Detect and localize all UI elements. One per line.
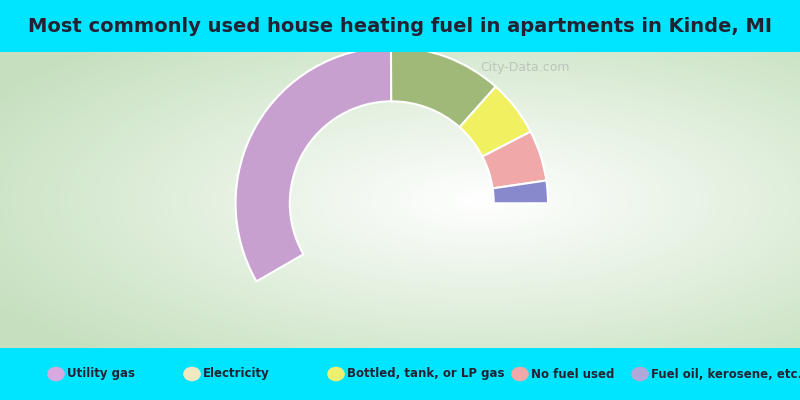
Text: City-Data.com: City-Data.com <box>481 61 570 74</box>
Ellipse shape <box>327 367 345 381</box>
Text: Bottled, tank, or LP gas: Bottled, tank, or LP gas <box>347 368 505 380</box>
Ellipse shape <box>511 367 529 381</box>
Ellipse shape <box>47 367 65 381</box>
Wedge shape <box>235 47 391 282</box>
Ellipse shape <box>631 367 649 381</box>
Text: No fuel used: No fuel used <box>531 368 614 380</box>
Wedge shape <box>391 47 496 127</box>
Text: Most commonly used house heating fuel in apartments in Kinde, MI: Most commonly used house heating fuel in… <box>28 16 772 36</box>
Wedge shape <box>460 87 530 156</box>
Text: Utility gas: Utility gas <box>67 368 135 380</box>
Text: Electricity: Electricity <box>203 368 270 380</box>
Ellipse shape <box>183 367 201 381</box>
Text: Fuel oil, kerosene, etc.: Fuel oil, kerosene, etc. <box>651 368 800 380</box>
Wedge shape <box>482 132 546 188</box>
Wedge shape <box>493 180 548 203</box>
